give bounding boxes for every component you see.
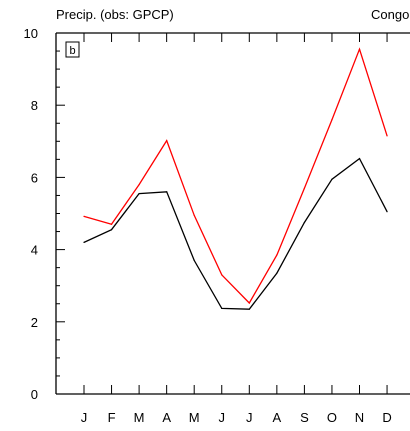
x-tick-label: M <box>189 410 200 425</box>
x-tick-label: J <box>219 410 226 425</box>
red-data-point <box>110 223 113 225</box>
black-data-point <box>83 241 85 243</box>
x-tick-label: S <box>300 410 309 425</box>
region-title: Congo <box>371 7 409 22</box>
black-data-point <box>386 211 388 213</box>
x-tick-label: A <box>273 410 282 425</box>
x-tick-label: F <box>108 410 116 425</box>
black-data-point <box>110 229 113 231</box>
x-tick-label: A <box>162 410 171 425</box>
red-data-point <box>221 274 223 276</box>
red-data-point <box>166 139 168 142</box>
axes <box>55 32 410 395</box>
chart-title: Precip. (obs: GPCP) <box>56 7 174 22</box>
black-data-point <box>166 191 168 193</box>
x-tick-label: M <box>134 410 145 425</box>
red-data-point <box>386 135 388 137</box>
red-data-point <box>248 302 250 304</box>
red-data-point <box>276 254 278 256</box>
black-data-point <box>331 178 333 180</box>
y-tick-label: 6 <box>31 170 38 185</box>
black-data-point <box>276 272 278 274</box>
red-data-point <box>193 214 195 216</box>
y-tick-label: 8 <box>31 98 38 113</box>
y-tick-label: 2 <box>31 315 38 330</box>
y-tick-label: 0 <box>31 387 38 402</box>
red-data-point <box>138 184 140 186</box>
series-line-red <box>83 47 388 305</box>
x-tick-label: O <box>327 410 337 425</box>
series-line-black <box>83 157 388 310</box>
red-data-point <box>331 119 333 121</box>
x-tick-label: J <box>246 410 253 425</box>
black-data-point <box>358 158 361 160</box>
black-data-point <box>248 308 250 310</box>
red-data-point <box>303 187 305 189</box>
panel-label-box: b <box>65 41 80 58</box>
x-tick-label: N <box>355 410 364 425</box>
black-data-point <box>138 193 140 195</box>
red-data-point <box>83 215 85 217</box>
black-data-point <box>221 307 223 310</box>
black-data-point <box>303 221 305 224</box>
x-tick-label: J <box>81 410 88 425</box>
y-tick-label: 10 <box>24 26 38 41</box>
black-data-point <box>193 259 195 262</box>
x-tick-label: D <box>382 410 391 425</box>
red-data-point <box>358 48 361 50</box>
y-tick-label: 4 <box>31 243 38 258</box>
panel-label: b <box>69 45 75 57</box>
